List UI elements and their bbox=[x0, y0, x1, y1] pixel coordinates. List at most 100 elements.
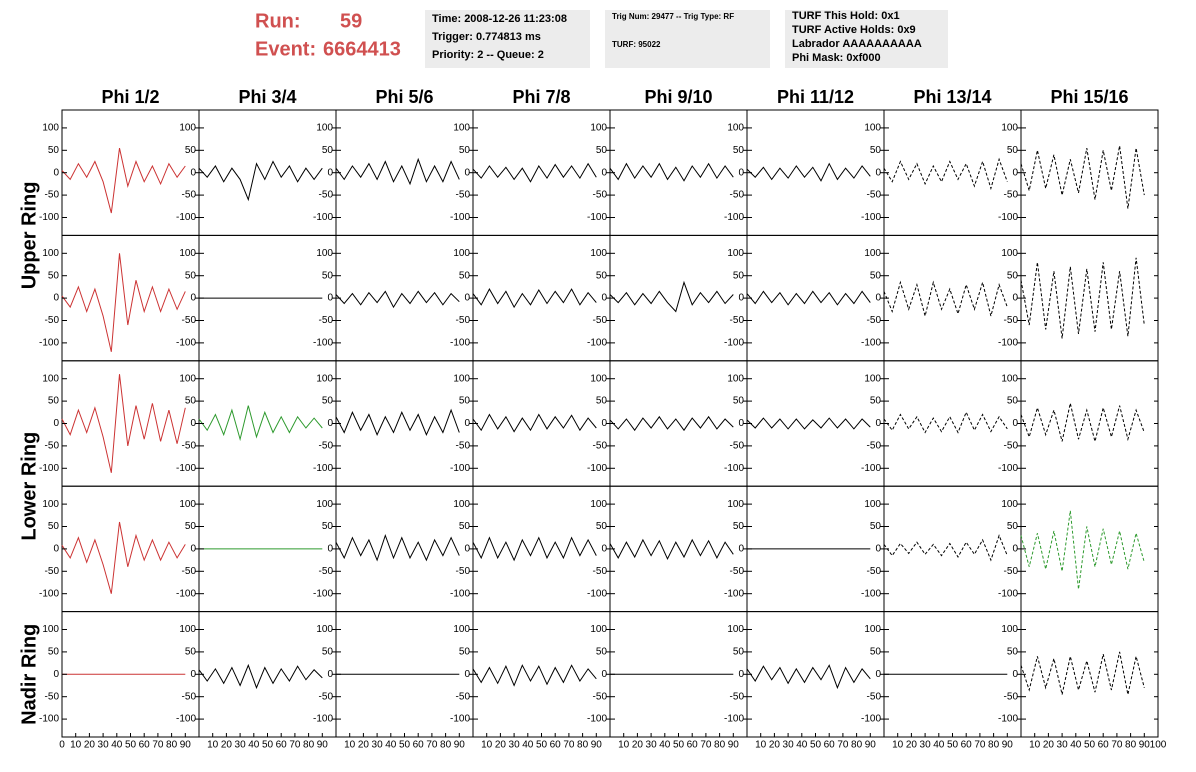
x-tick-label: 80 bbox=[440, 740, 452, 751]
y-tick-label: -50 bbox=[867, 566, 882, 577]
y-tick-label: -100 bbox=[861, 338, 881, 349]
y-tick-label: 50 bbox=[596, 145, 608, 156]
x-tick-label: 10 bbox=[481, 740, 493, 751]
x-tick-label: 30 bbox=[920, 740, 932, 751]
y-tick-label: 100 bbox=[316, 123, 333, 134]
waveform bbox=[1020, 145, 1145, 209]
waveform bbox=[61, 521, 186, 594]
x-tick-label: 20 bbox=[906, 740, 918, 751]
y-tick-label: 0 bbox=[53, 418, 59, 429]
waveform bbox=[609, 415, 734, 432]
x-tick-label: 50 bbox=[262, 740, 274, 751]
y-tick-label: -100 bbox=[39, 338, 59, 349]
y-tick-label: -50 bbox=[730, 566, 745, 577]
y-tick-label: 50 bbox=[596, 396, 608, 407]
x-tick-label: 20 bbox=[358, 740, 370, 751]
y-tick-label: 0 bbox=[875, 669, 881, 680]
x-tick-label: 50 bbox=[947, 740, 959, 751]
y-tick-label: 0 bbox=[875, 167, 881, 178]
y-tick-label: 100 bbox=[42, 499, 59, 510]
x-tick-label: 60 bbox=[413, 740, 425, 751]
y-tick-label: 50 bbox=[48, 145, 60, 156]
x-tick-label: 40 bbox=[248, 740, 260, 751]
y-tick-label: 100 bbox=[179, 248, 196, 259]
x-tick-label: 70 bbox=[152, 740, 164, 751]
column-title: Phi 1/2 bbox=[101, 87, 159, 107]
x-tick-label: 80 bbox=[714, 740, 726, 751]
y-tick-label: 100 bbox=[453, 248, 470, 259]
y-tick-label: 0 bbox=[875, 418, 881, 429]
y-tick-label: -50 bbox=[456, 566, 471, 577]
y-tick-label: 100 bbox=[1001, 248, 1018, 259]
y-tick-label: 50 bbox=[733, 145, 745, 156]
y-tick-label: 50 bbox=[48, 647, 60, 658]
ring-label: Upper Ring bbox=[18, 182, 40, 290]
y-tick-label: -50 bbox=[593, 566, 608, 577]
y-tick-label: 100 bbox=[1001, 373, 1018, 384]
y-tick-label: 100 bbox=[727, 373, 744, 384]
y-tick-label: 100 bbox=[864, 123, 881, 134]
y-tick-label: 50 bbox=[870, 396, 882, 407]
y-tick-label: 0 bbox=[53, 293, 59, 304]
y-tick-label: 100 bbox=[42, 123, 59, 134]
x-tick-label: 80 bbox=[303, 740, 315, 751]
waveform bbox=[883, 157, 1008, 191]
y-tick-label: 0 bbox=[190, 544, 196, 555]
y-tick-label: 50 bbox=[1007, 521, 1019, 532]
y-tick-label: 50 bbox=[185, 396, 197, 407]
y-tick-label: 100 bbox=[316, 499, 333, 510]
y-tick-label: 50 bbox=[1007, 647, 1019, 658]
y-tick-label: 100 bbox=[179, 499, 196, 510]
y-tick-label: -100 bbox=[587, 588, 607, 599]
x-tick-label: 30 bbox=[783, 740, 795, 751]
y-tick-label: -50 bbox=[319, 441, 334, 452]
y-tick-label: -100 bbox=[313, 714, 333, 725]
waveform bbox=[609, 280, 734, 313]
y-tick-label: -50 bbox=[1004, 566, 1019, 577]
x-tick-label: 20 bbox=[1043, 740, 1055, 751]
info-text: Trigger: 0.774813 ms bbox=[432, 31, 541, 43]
x-tick-label: 60 bbox=[1098, 740, 1110, 751]
y-tick-label: -100 bbox=[861, 212, 881, 223]
y-tick-label: 0 bbox=[1012, 669, 1018, 680]
x-tick-label: 70 bbox=[426, 740, 438, 751]
y-tick-label: -100 bbox=[313, 463, 333, 474]
x-tick-label: 50 bbox=[810, 740, 822, 751]
y-tick-label: -50 bbox=[45, 691, 60, 702]
x-tick-label: 60 bbox=[139, 740, 151, 751]
column-title: Phi 15/16 bbox=[1050, 87, 1128, 107]
y-tick-label: -100 bbox=[450, 338, 470, 349]
y-tick-label: -100 bbox=[176, 714, 196, 725]
x-tick-label: 10 bbox=[1029, 740, 1041, 751]
x-tick-label: 40 bbox=[385, 740, 397, 751]
y-tick-label: 0 bbox=[190, 167, 196, 178]
y-tick-label: -50 bbox=[593, 691, 608, 702]
x-tick-label: 20 bbox=[495, 740, 507, 751]
y-tick-label: -50 bbox=[319, 566, 334, 577]
y-tick-label: 50 bbox=[322, 396, 334, 407]
y-tick-label: 100 bbox=[453, 499, 470, 510]
y-tick-label: 100 bbox=[1001, 624, 1018, 635]
x-tick-label: 40 bbox=[796, 740, 808, 751]
x-tick-label: 60 bbox=[276, 740, 288, 751]
waveform bbox=[335, 533, 460, 562]
x-tick-label: 50 bbox=[399, 740, 411, 751]
y-tick-label: -100 bbox=[313, 338, 333, 349]
x-tick-label: 40 bbox=[659, 740, 671, 751]
y-tick-label: 0 bbox=[464, 669, 470, 680]
y-tick-label: 100 bbox=[453, 373, 470, 384]
y-tick-label: 0 bbox=[327, 167, 333, 178]
y-tick-label: -100 bbox=[176, 463, 196, 474]
x-tick-label: 20 bbox=[221, 740, 233, 751]
x-tick-label: 50 bbox=[125, 740, 137, 751]
y-tick-label: -50 bbox=[593, 190, 608, 201]
waveform bbox=[883, 411, 1008, 434]
y-tick-label: -100 bbox=[724, 714, 744, 725]
y-tick-label: -50 bbox=[1004, 190, 1019, 201]
x-tick-label: 90 bbox=[591, 740, 603, 751]
x-tick-label: 60 bbox=[824, 740, 836, 751]
y-tick-label: 0 bbox=[327, 544, 333, 555]
y-tick-label: 50 bbox=[596, 521, 608, 532]
y-tick-label: 0 bbox=[327, 293, 333, 304]
y-tick-label: 0 bbox=[601, 167, 607, 178]
